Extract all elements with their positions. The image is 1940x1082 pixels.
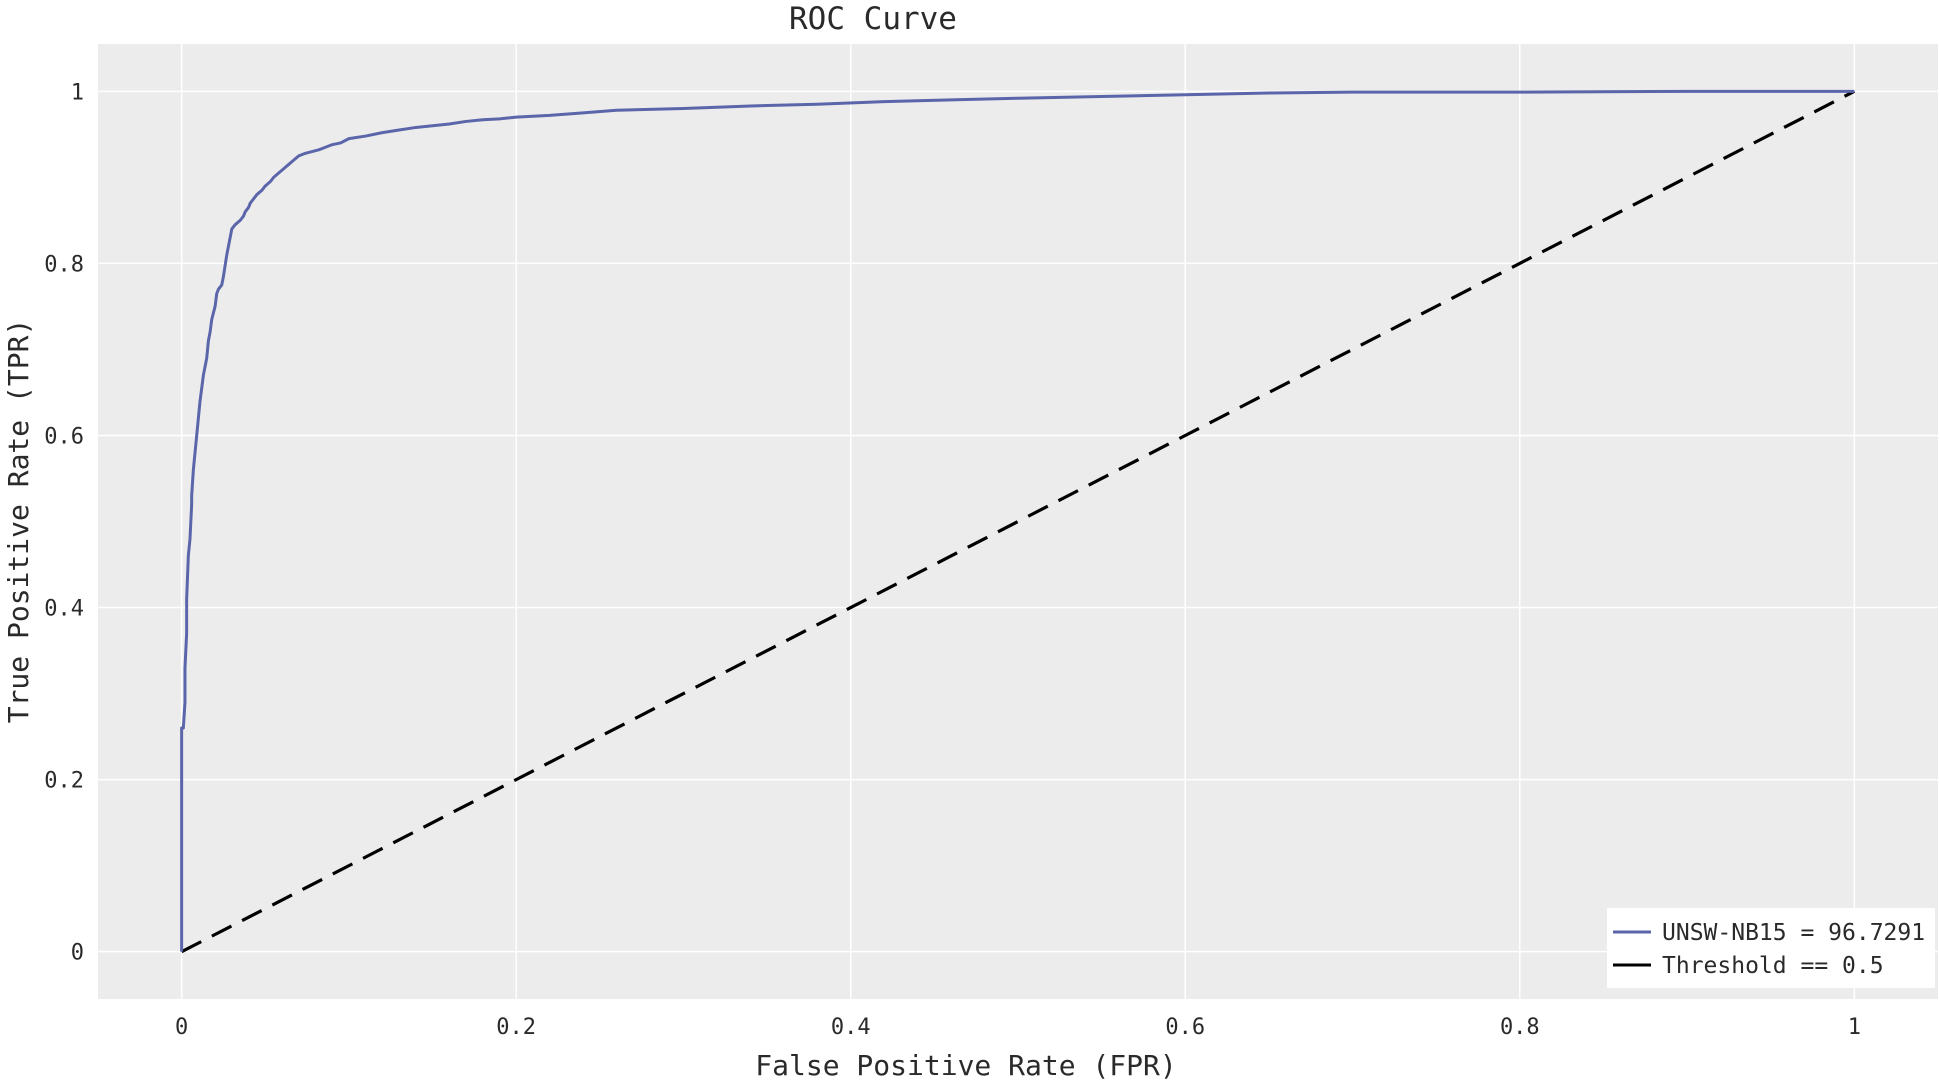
y-tick-label: 1 (71, 80, 84, 105)
x-tick-label: 0 (175, 1015, 188, 1040)
chart-title: ROC Curve (789, 1, 957, 37)
series-lines (180, 89, 1856, 954)
threshold-line (180, 89, 1856, 954)
y-tick-label: 0.6 (44, 424, 84, 449)
y-tick-label: 0.4 (44, 597, 84, 622)
legend-label-threshold: Threshold == 0.5 (1662, 953, 1884, 979)
x-axis-label: False Positive Rate (FPR) (755, 1049, 1176, 1082)
x-tick-label: 0.2 (496, 1015, 536, 1040)
legend-box (1607, 908, 1935, 988)
y-tick-label: 0.8 (44, 252, 84, 277)
x-tick-label: 0.4 (831, 1015, 871, 1040)
y-tick-label: 0 (71, 941, 84, 966)
roc-curve-line (180, 89, 1855, 952)
legend: UNSW-NB15 = 96.7291 Threshold == 0.5 (1607, 908, 1935, 988)
legend-label-unsw: UNSW-NB15 = 96.7291 (1662, 920, 1925, 946)
y-tick-label: 0.2 (44, 769, 84, 794)
grid-lines (98, 44, 1938, 999)
x-tick-label: 0.8 (1500, 1015, 1540, 1040)
tick-labels: 0 0.2 0.4 0.6 0.8 1 0 0.2 0.4 0.6 0.8 1 (44, 80, 1861, 1040)
plot-background (98, 44, 1938, 999)
x-tick-label: 0.6 (1165, 1015, 1205, 1040)
x-tick-label: 1 (1848, 1015, 1861, 1040)
y-axis-label: True Positive Rate (TPR) (2, 319, 35, 724)
